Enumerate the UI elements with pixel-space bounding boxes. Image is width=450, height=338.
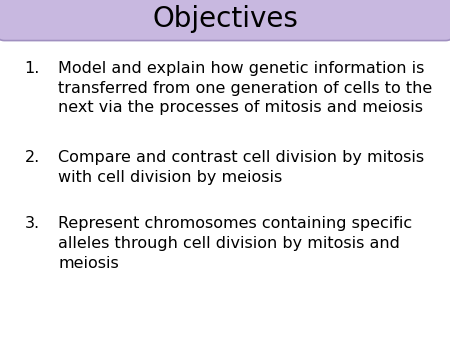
Text: Objectives: Objectives: [152, 5, 298, 32]
Text: Compare and contrast cell division by mitosis
with cell division by meiosis: Compare and contrast cell division by mi…: [58, 150, 425, 185]
Text: Represent chromosomes containing specific
alleles through cell division by mitos: Represent chromosomes containing specifi…: [58, 216, 413, 271]
FancyBboxPatch shape: [0, 0, 450, 41]
Text: 2.: 2.: [25, 150, 40, 165]
Text: 1.: 1.: [25, 61, 40, 76]
Text: Model and explain how genetic information is
transferred from one generation of : Model and explain how genetic informatio…: [58, 61, 433, 116]
Text: 3.: 3.: [25, 216, 40, 231]
